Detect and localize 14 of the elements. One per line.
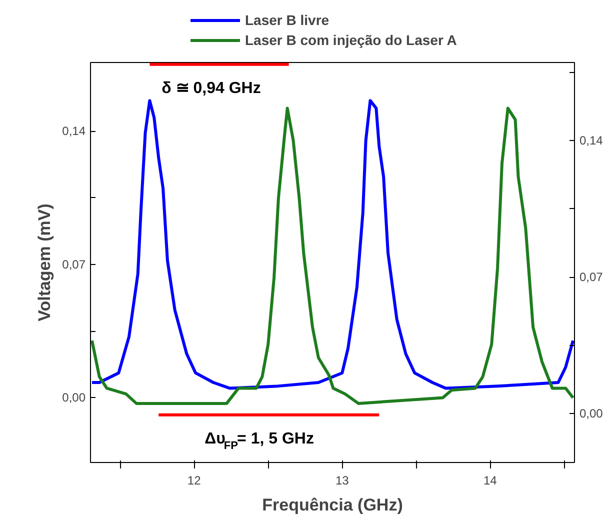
y-axis-title: Voltagem (mV) xyxy=(35,204,54,322)
x-tick-label: 13 xyxy=(335,474,350,488)
y-tick-label: 0,07 xyxy=(62,257,86,272)
x-axis-title: Frequência (GHz) xyxy=(262,496,403,514)
y-tick-label: 0,00 xyxy=(62,390,86,405)
x-tick-label: 12 xyxy=(187,474,202,488)
y2-tick-label: 0,14 xyxy=(580,134,604,148)
y2-tick-label: 0,07 xyxy=(580,270,604,284)
x-tick-label: 14 xyxy=(483,474,498,488)
y-tick-label: 0,14 xyxy=(62,124,86,138)
legend-label: Laser B com injeção do Laser A xyxy=(245,32,457,48)
y2-tick-label: 0,00 xyxy=(580,406,604,421)
annotation: δ ≅ 0,94 GHz xyxy=(162,80,261,97)
legend-label: Laser B livre xyxy=(245,12,330,28)
